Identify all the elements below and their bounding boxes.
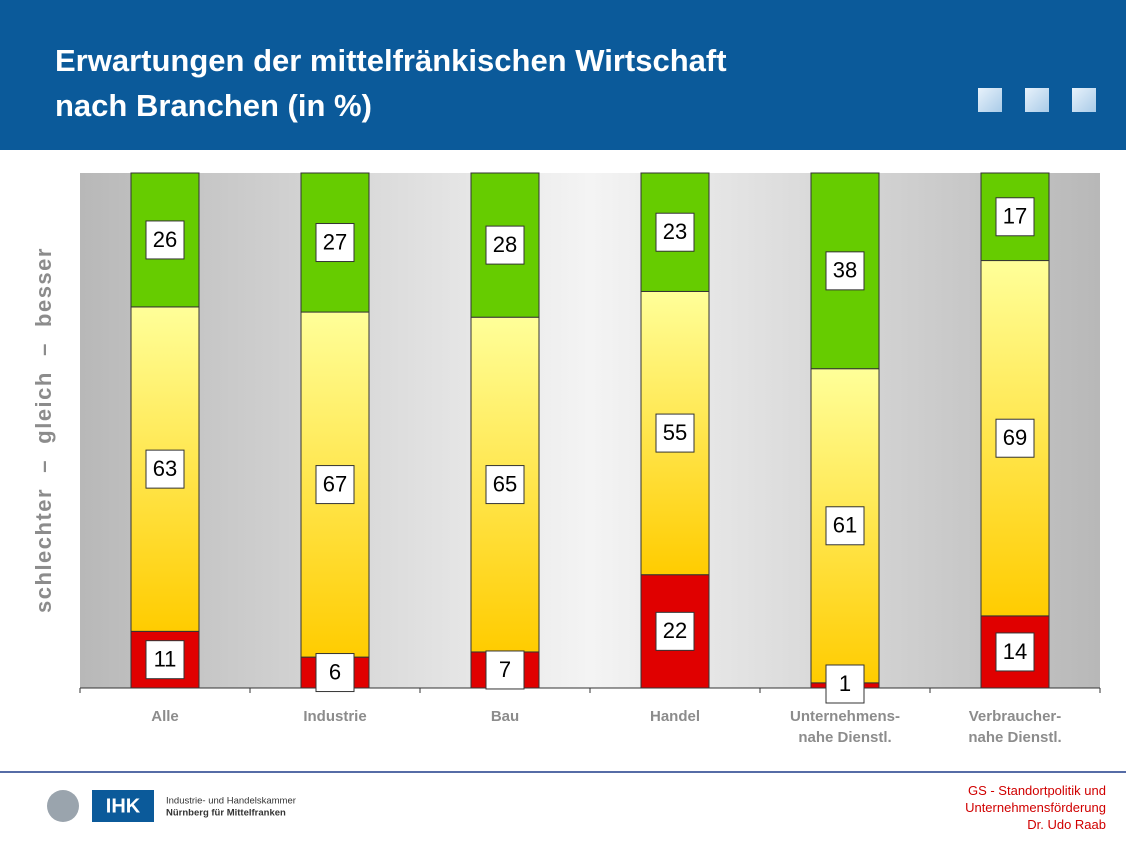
deco-square: [1072, 88, 1096, 112]
contact-line: Unternehmensförderung: [965, 800, 1106, 815]
value-label-box: [655, 413, 695, 453]
contact-line: Dr. Udo Raab: [1027, 817, 1106, 832]
logo: IHK Industrie- und Handelskammer Nürnber…: [47, 790, 296, 822]
value-label-box: [485, 225, 525, 265]
plot-background: [80, 173, 1100, 688]
value-label: 27: [323, 229, 347, 254]
value-label-box: [315, 465, 355, 505]
value-label: 23: [663, 219, 687, 244]
value-label: 6: [329, 659, 341, 684]
value-label-box: [485, 650, 525, 690]
value-label: 67: [323, 471, 347, 496]
value-label: 65: [493, 471, 517, 496]
header: Erwartungen der mittelfränkischen Wirtsc…: [0, 0, 1126, 150]
value-label: 38: [833, 258, 857, 283]
value-label: 1: [839, 671, 851, 696]
value-label-box: [315, 223, 355, 263]
org-line: Nürnberg für Mittelfranken: [166, 808, 286, 819]
title-line: nach Branchen (in %): [55, 88, 372, 123]
x-tick-label: Verbraucher- nahe Dienstl.: [968, 708, 1062, 746]
contact-line: GS - Standortpolitik und: [967, 783, 1106, 798]
value-label-box: [825, 506, 865, 546]
x-tick-label: Handel: [649, 708, 700, 725]
y-axis-label: schlechter – gleich – besser: [31, 247, 56, 613]
value-label: 63: [153, 456, 177, 481]
deco-square: [978, 88, 1002, 112]
value-label: 26: [153, 227, 177, 252]
value-label-box: [995, 418, 1035, 458]
title-line: Erwartungen der mittelfränkischen Wirtsc…: [55, 43, 727, 78]
value-label: 61: [833, 513, 857, 538]
x-tick-label: Alle: [151, 708, 179, 725]
x-tick-label: Bau: [490, 708, 520, 725]
value-label: 7: [499, 657, 511, 682]
contact: GS - Standortpolitik und Unternehmensför…: [965, 782, 1106, 833]
value-label-box: [145, 449, 185, 489]
logo-text: IHK: [106, 795, 141, 817]
value-label: 69: [1003, 425, 1027, 450]
value-label-box: [655, 611, 695, 651]
org-line: Industrie- und Handelskammer: [166, 796, 296, 807]
value-label: 14: [1003, 639, 1027, 664]
value-label-box: [995, 197, 1035, 237]
value-label: 55: [663, 420, 687, 445]
value-label-box: [825, 251, 865, 291]
value-label: 28: [493, 232, 517, 257]
value-label-box: [655, 212, 695, 252]
x-tick-label: Industrie: [303, 708, 367, 725]
deco-square: [1025, 88, 1049, 112]
value-label-box: [485, 465, 525, 505]
value-label-box: [145, 220, 185, 260]
value-label: 17: [1003, 204, 1027, 229]
x-tick-label: Unternehmens- nahe Dienstl.: [789, 708, 901, 746]
value-label: 22: [663, 618, 687, 643]
value-label-box: [995, 632, 1035, 672]
value-label-box: [315, 653, 355, 693]
value-label-box: [145, 640, 185, 680]
value-label: 11: [154, 646, 177, 671]
value-label-box: [825, 664, 865, 704]
